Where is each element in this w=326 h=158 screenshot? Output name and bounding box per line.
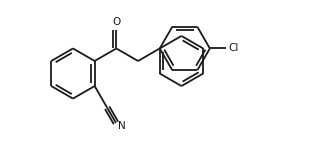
Text: N: N — [118, 121, 126, 131]
Text: O: O — [112, 17, 121, 27]
Text: Cl: Cl — [228, 43, 239, 53]
